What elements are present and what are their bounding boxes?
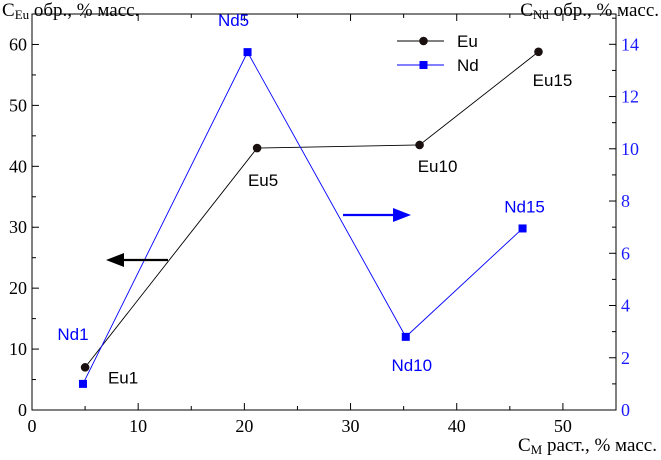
y-right-tick-label: 2 bbox=[621, 348, 630, 368]
y-right-tick-label: 14 bbox=[621, 34, 639, 54]
series-line-eu bbox=[84, 51, 539, 368]
arrow-left-head bbox=[106, 253, 124, 267]
legend: Eu Nd bbox=[397, 32, 479, 75]
y-left-tick-label: 40 bbox=[9, 156, 27, 176]
legend-marker-nd bbox=[419, 61, 428, 69]
axis-arrows bbox=[106, 208, 411, 267]
series-line-nd bbox=[82, 51, 523, 385]
x-axis-title: CM раст., % масс. bbox=[518, 435, 657, 457]
point-label-nd5: Nd5 bbox=[218, 11, 249, 30]
legend-marker-eu bbox=[419, 36, 428, 46]
axis-ticks bbox=[31, 14, 616, 411]
point-label-eu1: Eu1 bbox=[108, 368, 138, 387]
right-axis-title: CNd обр., % масс. bbox=[520, 0, 659, 22]
y-right-tick-label: 8 bbox=[621, 191, 630, 211]
x-tick-label: 50 bbox=[554, 416, 572, 436]
y-left-tick-label: 30 bbox=[9, 217, 27, 237]
x-tick-label: 0 bbox=[28, 416, 37, 436]
marker-eu15 bbox=[534, 47, 543, 57]
y-left-tick-label: 20 bbox=[9, 278, 27, 298]
left-axis-title: CEu обр., % масс. bbox=[2, 0, 139, 22]
x-tick-label: 30 bbox=[342, 416, 360, 436]
point-label-eu10: Eu10 bbox=[418, 157, 458, 176]
marker-nd15 bbox=[518, 224, 527, 233]
legend-label-eu: Eu bbox=[457, 32, 478, 51]
point-label-nd1: Nd1 bbox=[57, 325, 88, 344]
y-left-tick-label: 10 bbox=[9, 339, 27, 359]
marker-nd5 bbox=[243, 48, 252, 57]
point-label-nd15: Nd15 bbox=[504, 197, 545, 216]
legend-label-nd: Nd bbox=[457, 56, 479, 75]
y-right-tick-label: 6 bbox=[621, 243, 630, 263]
arrow-right-head bbox=[393, 208, 411, 222]
point-labels: Eu1 Eu5 Eu10 Eu15 Nd1 Nd5 Nd10 Nd15 bbox=[57, 11, 572, 387]
marker-eu10 bbox=[415, 140, 424, 150]
y-left-tick-label: 50 bbox=[9, 95, 27, 115]
x-tick-label: 20 bbox=[235, 416, 253, 436]
y-left-tick-label: 0 bbox=[18, 400, 27, 420]
point-label-eu15: Eu15 bbox=[533, 71, 573, 90]
y-left-tick-label: 60 bbox=[9, 34, 27, 54]
marker-eu5 bbox=[252, 143, 262, 153]
marker-eu1 bbox=[80, 363, 90, 372]
y-right-tick-label: 0 bbox=[621, 400, 630, 420]
series-markers bbox=[78, 47, 543, 388]
point-label-eu5: Eu5 bbox=[248, 171, 278, 190]
series-lines bbox=[82, 51, 539, 385]
y-right-tick-label: 10 bbox=[621, 139, 639, 159]
marker-nd10 bbox=[401, 332, 410, 341]
y-right-tick-label: 12 bbox=[621, 87, 639, 107]
y-right-tick-label: 4 bbox=[621, 296, 630, 316]
point-label-nd10: Nd10 bbox=[391, 356, 432, 375]
plot-frame bbox=[31, 13, 617, 411]
x-tick-label: 40 bbox=[448, 416, 466, 436]
x-tick-label: 10 bbox=[129, 416, 147, 436]
tick-labels: 0 10 20 30 40 50 0 10 20 30 40 50 60 0 2 4 6 8 10 12 14 bbox=[9, 34, 639, 436]
marker-nd1 bbox=[78, 379, 87, 388]
